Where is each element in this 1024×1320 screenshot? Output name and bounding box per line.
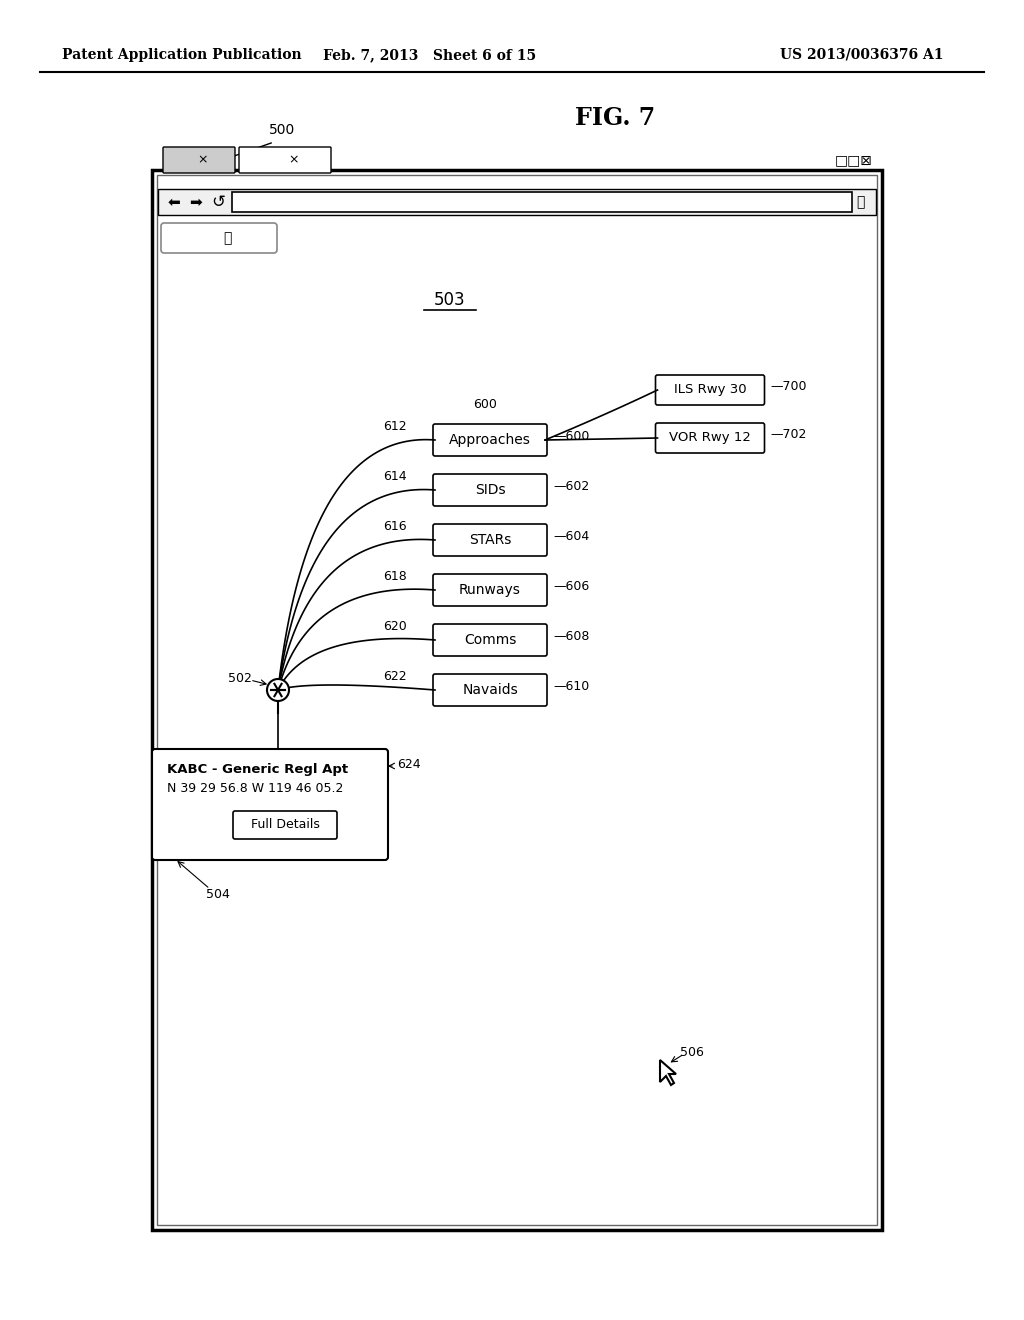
Text: 612: 612 [383,420,407,433]
Text: —602: —602 [553,480,589,494]
Text: 🔍: 🔍 [223,231,231,246]
Text: —610: —610 [553,681,589,693]
Text: Navaids: Navaids [462,682,518,697]
Text: N 39 29 56.8 W 119 46 05.2: N 39 29 56.8 W 119 46 05.2 [167,781,343,795]
Text: Feb. 7, 2013   Sheet 6 of 15: Feb. 7, 2013 Sheet 6 of 15 [324,48,537,62]
FancyBboxPatch shape [433,524,547,556]
Circle shape [267,678,289,701]
Text: 624: 624 [397,758,421,771]
Bar [158,189,876,215]
Text: SIDs: SIDs [475,483,505,498]
Text: ×: × [289,153,299,166]
Text: ×: × [198,153,208,166]
Text: ➡: ➡ [189,194,203,210]
FancyBboxPatch shape [239,147,331,173]
Text: 🔧: 🔧 [856,195,864,209]
Text: Approaches: Approaches [450,433,530,447]
FancyBboxPatch shape [655,375,765,405]
Bar [152,170,882,1230]
Text: FIG. 7: FIG. 7 [574,106,655,129]
FancyBboxPatch shape [433,474,547,506]
FancyBboxPatch shape [433,624,547,656]
FancyBboxPatch shape [433,574,547,606]
FancyBboxPatch shape [433,675,547,706]
Text: —700: —700 [770,380,807,393]
Text: 503: 503 [434,290,466,309]
Text: 618: 618 [383,569,407,582]
Text: Patent Application Publication: Patent Application Publication [62,48,302,62]
Bar [232,191,852,213]
Text: VOR Rwy 12: VOR Rwy 12 [669,432,751,445]
Text: STARs: STARs [469,533,511,546]
Text: □□⊠: □□⊠ [835,153,872,168]
Text: ⬅: ⬅ [168,194,180,210]
FancyBboxPatch shape [152,748,388,861]
Text: —604: —604 [553,531,589,544]
Text: —702: —702 [770,429,807,441]
Text: 502: 502 [228,672,252,685]
Bar [157,176,877,1225]
Text: 614: 614 [383,470,407,483]
Text: 506: 506 [680,1045,703,1059]
Text: 626: 626 [181,817,205,829]
Text: —600: —600 [553,430,590,444]
Polygon shape [660,1060,676,1085]
Text: Full Details: Full Details [251,818,319,832]
FancyBboxPatch shape [655,422,765,453]
FancyBboxPatch shape [233,810,337,840]
Text: Runways: Runways [459,583,521,597]
Text: Comms: Comms [464,634,516,647]
Text: 600: 600 [473,397,497,411]
FancyBboxPatch shape [163,147,234,173]
FancyBboxPatch shape [161,223,278,253]
Text: 500: 500 [269,123,295,137]
Text: 616: 616 [383,520,407,532]
FancyBboxPatch shape [433,424,547,455]
Text: 504: 504 [206,888,230,902]
Text: —606: —606 [553,581,589,594]
Text: 622: 622 [383,669,407,682]
Text: 620: 620 [383,619,407,632]
Text: —608: —608 [553,631,590,644]
Text: KABC - Generic Regl Apt: KABC - Generic Regl Apt [167,763,348,776]
Text: ↺: ↺ [211,193,225,211]
Text: ILS Rwy 30: ILS Rwy 30 [674,384,746,396]
Text: US 2013/0036376 A1: US 2013/0036376 A1 [780,48,943,62]
